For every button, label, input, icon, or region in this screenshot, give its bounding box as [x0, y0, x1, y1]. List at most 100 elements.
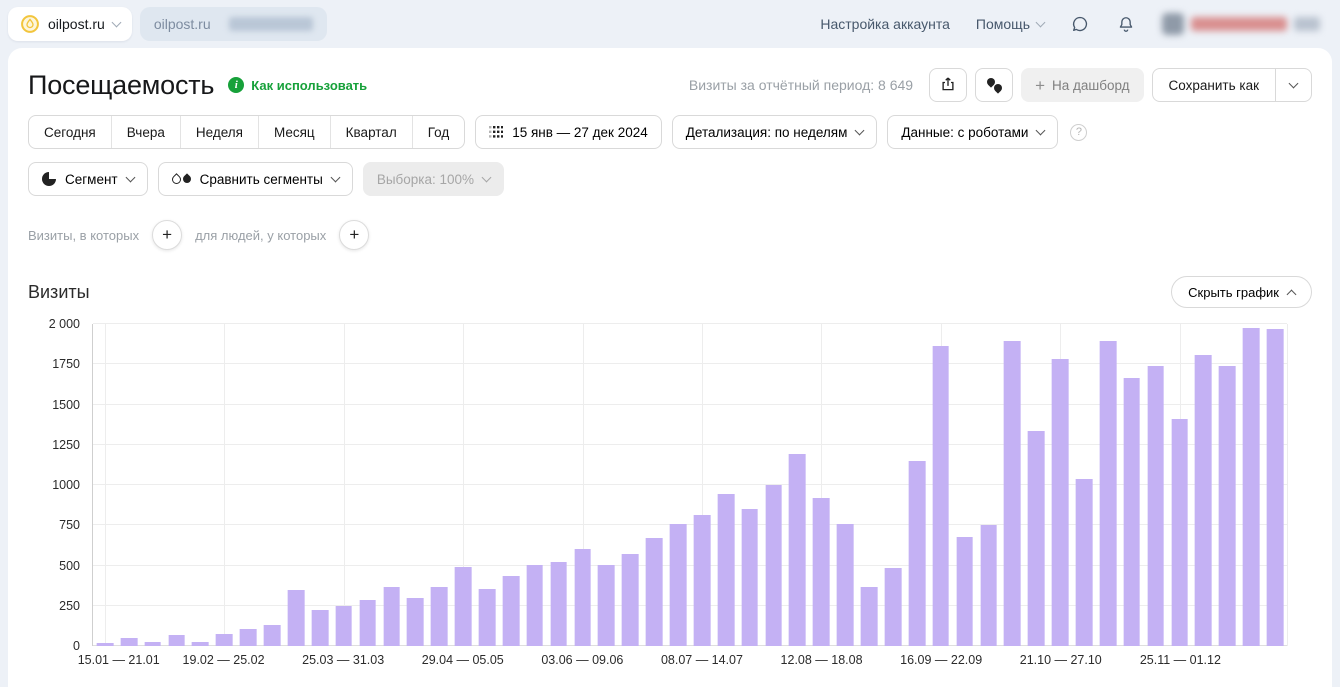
hide-chart-button[interactable]: Скрыть график	[1171, 276, 1312, 308]
visits-bar-chart: 0 250 500 750 1000 1250 1500 1750 2 000	[28, 317, 1312, 653]
export-button[interactable]	[929, 68, 968, 102]
chat-icon[interactable]	[1070, 14, 1090, 34]
x-tick-label: 12.08 — 18.08	[780, 653, 863, 667]
save-as-split-button: Сохранить как	[1151, 68, 1312, 102]
counter-tab-label: oilpost.ru	[153, 16, 211, 32]
bar[interactable]	[836, 524, 854, 646]
chart-header: Визиты Скрыть график	[28, 276, 1312, 308]
export-icon	[939, 75, 957, 96]
quick-range-yesterday[interactable]: Вчера	[110, 116, 180, 148]
bar[interactable]	[478, 589, 496, 646]
bar[interactable]	[574, 549, 591, 646]
bar[interactable]	[430, 586, 448, 646]
counter-tab[interactable]: oilpost.ru	[139, 7, 327, 41]
bar[interactable]	[1195, 354, 1212, 646]
y-tick-label: 500	[59, 558, 80, 573]
bar[interactable]	[502, 576, 520, 646]
bar[interactable]	[932, 345, 950, 646]
counter-switcher-label: oilpost.ru	[48, 16, 105, 32]
bar[interactable]	[669, 524, 687, 646]
quick-range-week[interactable]: Неделя	[179, 116, 258, 148]
quick-range-year[interactable]: Год	[411, 116, 464, 148]
quick-range-quarter[interactable]: Квартал	[329, 116, 412, 148]
bar[interactable]	[1171, 419, 1188, 646]
quick-range-month[interactable]: Месяц	[257, 116, 330, 148]
bar[interactable]	[335, 605, 353, 646]
detalization-dropdown[interactable]: Детализация: по неделям	[671, 115, 878, 149]
chevron-down-icon	[1036, 125, 1046, 135]
bar[interactable]	[526, 564, 544, 646]
account-settings-link[interactable]: Настройка аккаунта	[820, 16, 950, 32]
bar[interactable]	[1242, 327, 1260, 646]
info-icon: i	[228, 77, 245, 93]
bar[interactable]	[144, 641, 162, 646]
how-to-use-link[interactable]: i Как использовать	[228, 77, 367, 93]
help-menu[interactable]: Помощь	[976, 16, 1046, 32]
bar[interactable]	[1099, 340, 1117, 646]
bar[interactable]	[884, 568, 902, 646]
compare-segments-dropdown[interactable]: Сравнить сегменты	[157, 162, 353, 196]
bar[interactable]	[120, 637, 138, 646]
bell-icon[interactable]	[1116, 14, 1136, 34]
save-as-button[interactable]: Сохранить как	[1168, 77, 1259, 93]
bar[interactable]	[311, 610, 329, 646]
sampling-dropdown[interactable]: Выборка: 100%	[362, 162, 505, 196]
gridline	[93, 524, 1287, 526]
bar[interactable]	[407, 598, 424, 646]
gridline	[343, 324, 345, 646]
bar[interactable]	[1027, 431, 1045, 646]
bar[interactable]	[980, 525, 997, 646]
bar[interactable]	[359, 600, 376, 646]
chart-title: Визиты	[28, 281, 90, 302]
bar[interactable]	[550, 562, 568, 646]
bar[interactable]	[1004, 340, 1021, 646]
x-tick-label: 21.10 — 27.10	[1019, 653, 1102, 667]
add-to-dashboard-button[interactable]: + На дашборд	[1021, 68, 1144, 102]
bar[interactable]	[1147, 365, 1165, 646]
segment-dropdown[interactable]: Сегмент	[28, 162, 148, 196]
counter-id-redacted	[228, 17, 313, 31]
chart-y-axis: 0 250 500 750 1000 1250 1500 1750 2 000	[28, 317, 92, 653]
bar[interactable]	[621, 554, 639, 646]
bar[interactable]	[598, 565, 615, 646]
bar[interactable]	[645, 537, 663, 646]
chevron-down-icon	[125, 172, 136, 182]
bar[interactable]	[765, 485, 782, 646]
bar[interactable]	[908, 460, 926, 646]
save-as-dropdown[interactable]	[1275, 69, 1311, 101]
bar[interactable]	[1218, 365, 1236, 646]
bar[interactable]	[1051, 358, 1069, 646]
page-title: Посещаемость	[28, 69, 215, 100]
bar[interactable]	[741, 509, 759, 646]
bar[interactable]	[860, 586, 878, 646]
bar[interactable]	[239, 628, 257, 646]
user-account-redacted[interactable]	[1162, 13, 1320, 35]
help-question-icon[interactable]: ?	[1070, 123, 1088, 141]
bar[interactable]	[812, 497, 830, 646]
bar[interactable]	[287, 589, 305, 646]
gridline	[104, 324, 106, 646]
bar[interactable]	[1075, 479, 1093, 646]
bar[interactable]	[789, 453, 806, 646]
bar[interactable]	[96, 642, 114, 646]
bar[interactable]	[192, 642, 209, 646]
bar[interactable]	[454, 567, 472, 646]
add-people-condition-button[interactable]: +	[339, 220, 370, 250]
data-mode-dropdown[interactable]: Данные: с роботами	[887, 115, 1059, 149]
quick-range-today[interactable]: Сегодня	[44, 124, 96, 140]
bar[interactable]	[693, 514, 711, 646]
bar[interactable]	[215, 633, 233, 646]
annotations-button[interactable]	[975, 68, 1014, 102]
bar[interactable]	[956, 537, 973, 646]
bar[interactable]	[168, 635, 185, 646]
bar[interactable]	[1123, 378, 1141, 646]
bar[interactable]	[1266, 329, 1284, 646]
counter-switcher[interactable]: oilpost.ru	[8, 7, 132, 41]
chevron-down-icon	[854, 125, 865, 135]
bar[interactable]	[263, 624, 281, 646]
add-visit-condition-button[interactable]: +	[152, 220, 183, 250]
bar[interactable]	[383, 587, 400, 646]
bar[interactable]	[717, 494, 735, 646]
date-range-picker[interactable]: 15 янв — 27 дек 2024	[475, 115, 662, 149]
date-range-label: 15 янв — 27 дек 2024	[512, 124, 648, 140]
